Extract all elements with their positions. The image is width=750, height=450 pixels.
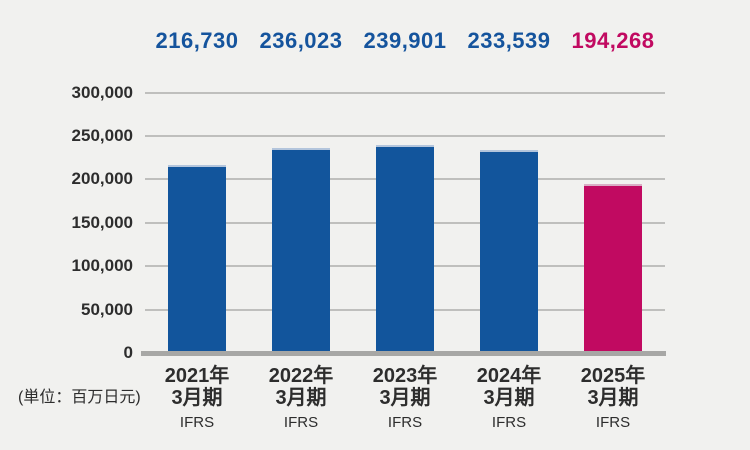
x-axis-label-year: 2023年: [372, 365, 438, 387]
gridline: [145, 91, 665, 94]
x-axis-label-standard: IFRS: [283, 414, 319, 431]
x-axis-label-year: 2021年: [164, 365, 230, 387]
bar: [168, 164, 226, 353]
y-axis-tick-label: 300,000: [71, 82, 133, 102]
bar: [272, 148, 330, 353]
x-axis-label-period: 3月期: [171, 387, 223, 409]
x-axis-label-period: 3月期: [275, 387, 327, 409]
x-axis-label-year: 2025年: [580, 365, 646, 387]
bar: [584, 184, 642, 353]
x-axis-label-standard: IFRS: [491, 414, 527, 431]
x-axis-label: 2021年 3月期 IFRS: [142, 365, 252, 431]
y-axis-tick-label: 0: [123, 343, 133, 362]
x-axis-label: 2024年 3月期 IFRS: [454, 365, 564, 431]
x-axis-label-period: 3月期: [379, 387, 431, 409]
x-axis-label-period: 3月期: [483, 387, 535, 409]
y-axis-tick-label: 200,000: [71, 169, 133, 189]
x-axis-label: 2022年 3月期 IFRS: [246, 365, 356, 431]
x-axis-label: 2025年 3月期 IFRS: [558, 365, 668, 431]
x-axis-label-year: 2022年: [268, 365, 334, 387]
bar: [480, 150, 538, 353]
x-axis-label-period: 3月期: [587, 387, 639, 409]
y-axis-tick-label: 50,000: [81, 299, 133, 319]
value-label: 239,901: [363, 28, 447, 53]
y-axis-tick-label: 150,000: [71, 212, 133, 232]
x-axis-line: [141, 351, 666, 356]
value-label: 233,539: [467, 28, 551, 53]
y-axis-tick-label: 250,000: [71, 125, 133, 145]
y-axis-tick-label: 100,000: [71, 256, 133, 276]
x-axis-label-year: 2024年: [476, 365, 542, 387]
x-axis-label-standard: IFRS: [595, 414, 631, 431]
value-label: 216,730: [155, 28, 239, 53]
x-axis-label-standard: IFRS: [387, 414, 423, 431]
x-axis-label-standard: IFRS: [179, 414, 215, 431]
x-axis-label: 2023年 3月期 IFRS: [350, 365, 460, 431]
value-label: 194,268: [571, 28, 655, 53]
bar: [376, 144, 434, 353]
value-label: 236,023: [259, 28, 343, 53]
unit-label: (単位：百万日元): [18, 389, 141, 406]
gridline: [145, 134, 665, 137]
